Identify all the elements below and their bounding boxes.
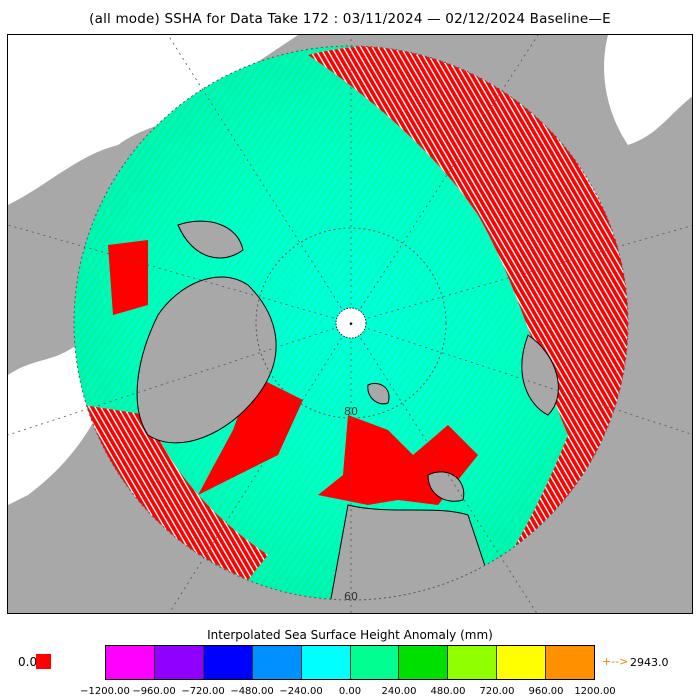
colorbar-tick-label: −240.00 [279, 686, 323, 697]
colorbar-tick-label: 1200.00 [574, 686, 616, 697]
zero-swatch [36, 654, 51, 669]
colorbar-tick-label: 0.00 [338, 686, 362, 697]
colorbar-cell [497, 646, 547, 679]
max-value: 2943.0 [630, 656, 669, 669]
colorbar-cell [203, 646, 253, 679]
colorbar-cell [350, 646, 400, 679]
colorbar-cell [448, 646, 498, 679]
colorbar-tick-label: 480.00 [430, 686, 466, 697]
colorbar [105, 645, 595, 680]
land-novaya [427, 471, 465, 502]
max-arrow: +--> [602, 655, 629, 668]
map-title: (all mode) SSHA for Data Take 172 : 03/1… [89, 11, 611, 27]
colorbar-tick-label: 720.00 [479, 686, 515, 697]
colorbar-tick-label: −480.00 [230, 686, 274, 697]
lat-label-60: 60 [344, 590, 358, 603]
lat-label-80: 80 [344, 405, 358, 418]
colorbar-ticks: −1200.00 −960.00 −720.00 −480.00 −240.00 0.00… [80, 686, 616, 700]
colorbar-tick-label: 240.00 [381, 686, 417, 697]
colorbar-tick-label: −1200.00 [80, 686, 130, 697]
red-swath-west [108, 240, 148, 315]
colorbar-cell [301, 646, 351, 679]
colorbar-tick-label: 960.00 [528, 686, 564, 697]
colorbar-cell [252, 646, 302, 679]
polar-map-canvas: • 80 60 [8, 35, 692, 613]
land-svalbard [367, 382, 390, 405]
land-greenland [136, 276, 277, 444]
colorbar-cell [154, 646, 204, 679]
latitude-circle-60 [73, 45, 629, 601]
land-alaska [521, 334, 559, 416]
land-canada-islands [177, 220, 244, 259]
red-swath-southwest [83, 405, 268, 580]
colorbar-tick-label: −960.00 [132, 686, 176, 697]
colorbar-cell [546, 646, 595, 679]
red-block-left-center [198, 375, 303, 495]
pole-marker: • [348, 320, 353, 330]
colorbar-title: Interpolated Sea Surface Height Anomaly … [207, 628, 493, 642]
colorbar-cell [399, 646, 449, 679]
zero-label: 0.0 [18, 655, 38, 669]
latitude-circle-80 [255, 227, 447, 419]
pole-hole [335, 307, 367, 339]
colorbar-tick-label: −720.00 [181, 686, 225, 697]
polar-map: • 80 60 [7, 34, 693, 614]
meridians [8, 35, 692, 613]
outer-ocean-right [604, 35, 692, 145]
colorbar-cell [106, 646, 155, 679]
